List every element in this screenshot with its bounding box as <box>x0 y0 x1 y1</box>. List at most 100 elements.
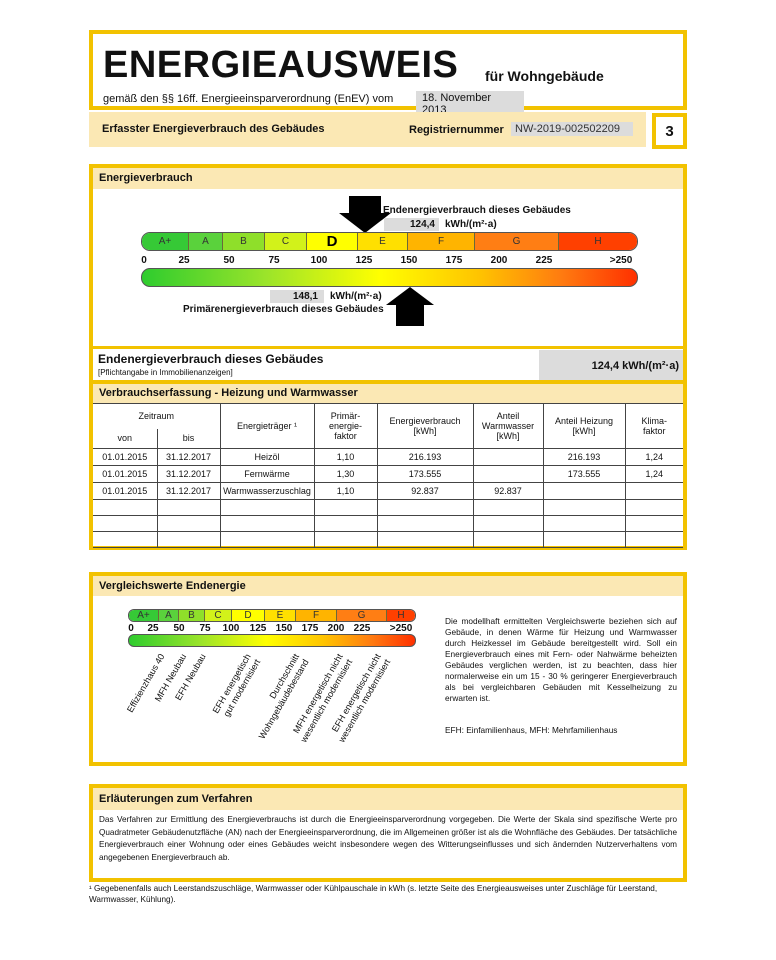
summary-divider <box>93 346 683 349</box>
table-cell: 01.01.2015 <box>93 448 158 466</box>
end-energy-unit: kWh/(m²·a) <box>445 219 497 230</box>
consumption-table: Zeitraum Energieträger ¹ Primär- energie… <box>93 403 683 548</box>
class-g: G <box>475 233 559 250</box>
table-row: 01.01.2015 31.12.2017 Heizöl 1,10 216.193 216… <box>93 448 683 466</box>
consumption-title: Verbrauchserfassung - Heizung und Warmwa… <box>93 384 683 403</box>
table-cell <box>219 531 315 548</box>
table-cell <box>219 515 315 532</box>
table-row: 01.01.2015 31.12.2017 Warmwasserzuschlag 1,… <box>93 482 683 500</box>
class-a: A <box>189 233 223 250</box>
tick: 25 <box>147 623 159 634</box>
tick: 75 <box>199 623 211 634</box>
table-cell <box>472 515 544 532</box>
table-cell: 173.555 <box>542 465 626 483</box>
tick: 0 <box>128 623 134 634</box>
class-f: F <box>296 610 337 621</box>
table-cell <box>542 515 626 532</box>
explanation-text: Das Verfahren zur Ermittlung des Energie… <box>99 815 677 862</box>
table-cell <box>624 482 683 500</box>
header-to: bis <box>156 428 221 449</box>
primary-energy-unit: kWh/(m²·a) <box>330 291 382 302</box>
table-cell: 1,10 <box>313 448 378 466</box>
end-energy-arrow-head-icon <box>339 213 391 233</box>
table-cell <box>472 465 544 483</box>
tick: 200 <box>327 623 345 634</box>
end-energy-arrow-icon <box>349 196 381 214</box>
table-cell <box>156 499 221 516</box>
tick: 175 <box>301 623 319 634</box>
table-cell <box>93 531 158 548</box>
end-energy-label: Endenergieverbrauch dieses Gebäudes <box>383 205 571 216</box>
class-e: E <box>358 233 408 250</box>
table-cell <box>219 499 315 516</box>
header-heating: Anteil Heizung [kWh] <box>542 403 626 449</box>
header-from: von <box>93 428 158 449</box>
table-cell: Warmwasserzuschlag <box>219 482 315 500</box>
section-title: Erfasster Energieverbrauch des Gebäudes <box>102 123 325 135</box>
consumption-section: Verbrauchserfassung - Heizung und Warmwa… <box>89 380 687 550</box>
table-cell: 1,24 <box>624 465 683 483</box>
class-d: D <box>307 233 358 250</box>
class-d: D <box>232 610 265 621</box>
table-cell <box>472 499 544 516</box>
table-cell <box>156 515 221 532</box>
header-water: Anteil Warmwasser [kWh] <box>472 403 544 449</box>
table-row <box>93 515 683 532</box>
header-factor: Primär- energie- faktor <box>313 403 378 449</box>
document-subtitle: für Wohngebäude <box>485 68 604 84</box>
class-b: B <box>223 233 265 250</box>
class-h: H <box>559 233 637 250</box>
table-cell: 1,24 <box>624 448 683 466</box>
tick: >250 <box>389 623 413 634</box>
comparison-text: Die modellhaft ermittelten Vergleichswer… <box>445 616 677 703</box>
summary-note: [Pflichtangabe in Immobilienanzeigen] <box>98 368 233 377</box>
table-cell: 92.837 <box>376 482 474 500</box>
regulation-text: gemäß den §§ 16ff. Energieeinsparverordn… <box>103 93 394 105</box>
header-carrier: Energieträger ¹ <box>219 403 315 449</box>
tick: 50 <box>173 623 185 634</box>
document-title: ENERGIEAUSWEIS <box>103 44 459 86</box>
table-cell <box>313 515 378 532</box>
explanation-section: Erläuterungen zum Verfahren Das Verfahre… <box>89 784 687 882</box>
table-cell: 92.837 <box>472 482 544 500</box>
class-e: E <box>265 610 296 621</box>
table-cell: 173.555 <box>376 465 474 483</box>
table-cell <box>156 531 221 548</box>
energy-class-scale: A+ A B C D E F G H <box>141 232 638 251</box>
tick: 150 <box>400 255 418 266</box>
table-cell: 216.193 <box>542 448 626 466</box>
table-row <box>93 531 683 548</box>
tick: 125 <box>355 255 373 266</box>
comparison-class-scale: A+ A B C D E F G H <box>128 609 416 622</box>
energy-section-title: Energieverbrauch <box>93 168 683 189</box>
primary-energy-gradient-bar <box>141 268 638 287</box>
tick: 0 <box>141 255 147 266</box>
class-b: B <box>179 610 205 621</box>
tick: 50 <box>223 255 235 266</box>
primary-energy-arrow-icon <box>396 304 424 326</box>
summary-value: 124,4 kWh/(m²·a) <box>539 350 683 380</box>
tick: 225 <box>353 623 371 634</box>
registration-label: Registriernummer <box>409 124 504 136</box>
explanation-title: Erläuterungen zum Verfahren <box>93 788 683 810</box>
table-cell <box>624 531 683 548</box>
tick: 75 <box>268 255 280 266</box>
table-cell <box>376 531 474 548</box>
summary-title: Endenergieverbrauch dieses Gebäudes <box>98 352 324 366</box>
page-number: 3 <box>665 122 674 140</box>
end-energy-value: 124,4 <box>384 218 439 231</box>
table-cell <box>542 499 626 516</box>
table-cell: 01.01.2015 <box>93 465 158 483</box>
table-cell: 1,10 <box>313 482 378 500</box>
table-cell: Fernwärme <box>219 465 315 483</box>
table-cell: 216.193 <box>376 448 474 466</box>
table-cell: 31.12.2017 <box>156 465 221 483</box>
class-a: A <box>159 610 179 621</box>
subheader-band: Erfasster Energieverbrauch des Gebäudes … <box>89 112 646 147</box>
tick: 200 <box>490 255 508 266</box>
table-cell: 01.01.2015 <box>93 482 158 500</box>
tick: 100 <box>310 255 328 266</box>
table-cell <box>542 531 626 548</box>
table-cell <box>542 482 626 500</box>
header-consumption: Energieverbrauch [kWh] <box>376 403 474 449</box>
